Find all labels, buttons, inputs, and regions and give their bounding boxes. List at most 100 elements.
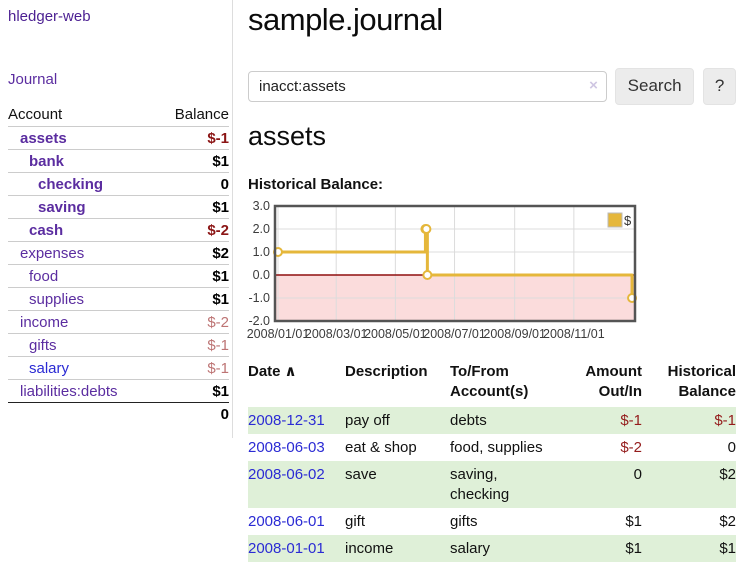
account-row: checking 0 bbox=[8, 172, 229, 195]
register-header-amount: Amount Out/In bbox=[585, 363, 642, 400]
transaction-date-link[interactable]: 2008-06-03 bbox=[248, 439, 325, 456]
transaction-balance: 0 bbox=[727, 439, 736, 456]
account-row: income $-2 bbox=[8, 310, 229, 333]
brand-link[interactable]: hledger-web bbox=[8, 8, 91, 25]
account-row: gifts $-1 bbox=[8, 333, 229, 356]
account-row: salary $-1 bbox=[8, 356, 229, 379]
account-row: bank $1 bbox=[8, 149, 229, 172]
svg-text:-2.0: -2.0 bbox=[248, 314, 270, 328]
svg-text:2008/09/01: 2008/09/01 bbox=[483, 327, 546, 341]
account-balance: $1 bbox=[212, 198, 229, 216]
sidebar-account-link-supplies[interactable]: supplies bbox=[29, 290, 85, 308]
register-header-balance: Historical Balance bbox=[667, 363, 736, 400]
search-button[interactable]: Search bbox=[614, 67, 695, 105]
register-row: 2008-12-31 pay off debts $-1 $-1 bbox=[248, 407, 736, 434]
help-button[interactable]: ? bbox=[703, 67, 736, 105]
register-row: 2008-06-01 gift gifts $1 $2 bbox=[248, 508, 736, 535]
account-balance: $-2 bbox=[207, 221, 229, 239]
page-title: sample.journal bbox=[248, 2, 443, 37]
sidebar-account-link-checking[interactable]: checking bbox=[38, 175, 104, 193]
svg-text:2008/01/01: 2008/01/01 bbox=[247, 327, 310, 341]
account-row: expenses $2 bbox=[8, 241, 229, 264]
account-balance: $1 bbox=[212, 290, 229, 308]
transaction-accounts: saving, checking bbox=[450, 466, 510, 503]
register-table: Date ∧ Description To/From Account(s) Amo… bbox=[248, 362, 736, 562]
sidebar-account-link-income[interactable]: income bbox=[20, 313, 69, 331]
transaction-description: save bbox=[345, 466, 377, 483]
account-row: assets $-1 bbox=[8, 126, 229, 149]
sidebar-account-link-gifts[interactable]: gifts bbox=[29, 336, 57, 354]
account-balance: $1 bbox=[212, 382, 229, 400]
svg-text:2008/07/01: 2008/07/01 bbox=[423, 327, 486, 341]
register-header-row: Date ∧ Description To/From Account(s) Amo… bbox=[248, 362, 736, 407]
sidebar-account-link-salary[interactable]: salary bbox=[29, 359, 70, 377]
account-balance: $-1 bbox=[207, 129, 229, 147]
svg-text:2008/11/01: 2008/11/01 bbox=[543, 327, 605, 341]
register-row: 2008-06-03 eat & shop food, supplies $-2 0 bbox=[248, 434, 736, 461]
transaction-balance: $-1 bbox=[714, 412, 736, 429]
historical-balance-chart: $3.0 2.0 1.0 0.0 -1.0 -2.02008/01/012008/03/0… bbox=[247, 200, 638, 341]
transaction-description: pay off bbox=[345, 412, 390, 429]
transaction-description: gift bbox=[345, 513, 366, 530]
svg-text:$: $ bbox=[624, 213, 632, 228]
sidebar-account-link-liabilities-debts[interactable]: liabilities:debts bbox=[20, 382, 118, 400]
transaction-balance: $2 bbox=[719, 466, 736, 483]
account-heading: assets bbox=[248, 121, 327, 151]
transaction-accounts: gifts bbox=[450, 513, 478, 530]
main-content: sample.journal × Search ? assets Histori… bbox=[247, 0, 736, 582]
accounts-total-row: 0 bbox=[8, 402, 229, 425]
svg-text:-1.0: -1.0 bbox=[248, 291, 270, 305]
account-balance: $-1 bbox=[207, 359, 229, 377]
transaction-description: income bbox=[345, 540, 394, 557]
account-row: saving $1 bbox=[8, 195, 229, 218]
register-row: 2008-06-02 save saving, checking 0 $2 bbox=[248, 461, 736, 508]
svg-text:2008/05/01: 2008/05/01 bbox=[364, 327, 427, 341]
transaction-date-link[interactable]: 2008-06-02 bbox=[248, 466, 325, 483]
search-bar: × Search ? bbox=[248, 67, 736, 105]
account-balance: $-2 bbox=[207, 313, 229, 331]
sidebar: hledger-web Journal Account Balance asse… bbox=[0, 0, 233, 438]
sidebar-account-link-cash[interactable]: cash bbox=[29, 221, 64, 239]
transaction-date-link[interactable]: 2008-06-01 bbox=[248, 513, 325, 530]
transaction-accounts: food, supplies bbox=[450, 439, 543, 456]
transaction-amount: $1 bbox=[625, 513, 642, 530]
sidebar-account-link-expenses[interactable]: expenses bbox=[20, 244, 85, 262]
account-balance: 0 bbox=[220, 175, 229, 193]
svg-text:2.0: 2.0 bbox=[253, 222, 270, 236]
svg-text:1.0: 1.0 bbox=[253, 245, 270, 259]
total-balance: 0 bbox=[220, 405, 229, 423]
register-row: 2008-01-01 income salary $1 $1 bbox=[248, 535, 736, 562]
account-row: supplies $1 bbox=[8, 287, 229, 310]
register-header-date[interactable]: Date ∧ bbox=[248, 363, 297, 380]
transaction-accounts: salary bbox=[450, 540, 491, 557]
svg-text:0.0: 0.0 bbox=[253, 268, 270, 282]
sidebar-account-link-saving[interactable]: saving bbox=[38, 198, 86, 216]
register-header-description: Description bbox=[345, 363, 428, 380]
accounts-table-header: Account Balance bbox=[8, 103, 229, 126]
sidebar-account-link-assets[interactable]: assets bbox=[20, 129, 67, 147]
account-balance: $-1 bbox=[207, 336, 229, 354]
transaction-description: eat & shop bbox=[345, 439, 417, 456]
balance-column-header: Balance bbox=[174, 106, 229, 123]
account-row: food $1 bbox=[8, 264, 229, 287]
svg-text:2008/03/01: 2008/03/01 bbox=[305, 327, 368, 341]
transaction-amount: $1 bbox=[625, 540, 642, 557]
register-header-accounts: To/From Account(s) bbox=[450, 363, 529, 400]
sidebar-account-link-bank[interactable]: bank bbox=[29, 152, 65, 170]
sidebar-account-link-food[interactable]: food bbox=[29, 267, 59, 285]
clear-search-icon[interactable]: × bbox=[589, 76, 598, 94]
sidebar-item-journal[interactable]: Journal bbox=[8, 71, 58, 88]
transaction-amount: $-1 bbox=[620, 412, 642, 429]
accounts-table: Account Balance assets $-1 bank $1 checking 0… bbox=[8, 103, 229, 425]
search-input[interactable] bbox=[248, 70, 607, 102]
account-balance: $2 bbox=[212, 244, 229, 262]
svg-text:3.0: 3.0 bbox=[253, 200, 270, 213]
chart-title: Historical Balance: bbox=[248, 176, 384, 193]
account-row: cash $-2 bbox=[8, 218, 229, 241]
account-column-header: Account bbox=[8, 106, 63, 123]
transaction-date-link[interactable]: 2008-12-31 bbox=[248, 412, 325, 429]
sort-asc-icon: ∧ bbox=[284, 363, 297, 380]
transaction-amount: $-2 bbox=[620, 439, 642, 456]
transaction-balance: $1 bbox=[719, 540, 736, 557]
transaction-date-link[interactable]: 2008-01-01 bbox=[248, 540, 325, 557]
